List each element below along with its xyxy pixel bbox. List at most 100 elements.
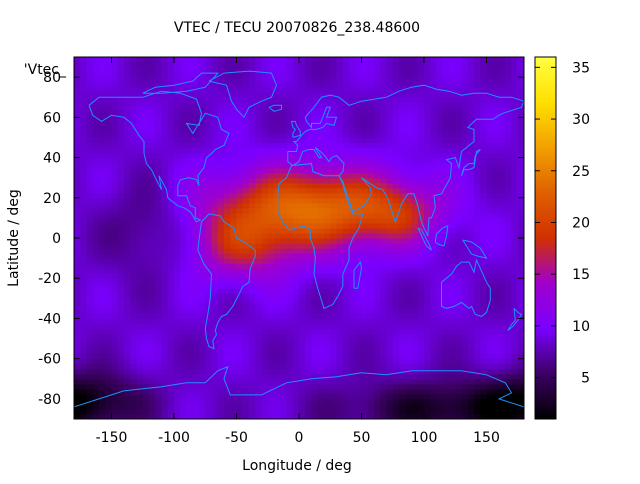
heatmap-cell — [336, 368, 344, 375]
heatmap-cell — [274, 243, 281, 249]
heatmap-cell — [92, 278, 100, 284]
heatmap-cell — [130, 278, 138, 284]
heatmap-cell — [405, 303, 413, 309]
heatmap-cell — [174, 87, 181, 93]
heatmap-cell — [199, 77, 206, 83]
heatmap-cell — [324, 62, 331, 68]
heatmap-cell — [449, 117, 456, 123]
heatmap-cell — [317, 388, 325, 395]
heatmap-cell — [486, 363, 494, 370]
heatmap-cell — [155, 248, 163, 254]
heatmap-cell — [117, 102, 125, 108]
heatmap-cell — [236, 207, 244, 214]
heatmap-cell — [130, 97, 138, 103]
heatmap-cell — [405, 202, 413, 209]
heatmap-cell — [336, 248, 344, 254]
heatmap-cell — [305, 248, 313, 254]
heatmap-cell — [124, 268, 131, 274]
heatmap-cell — [192, 298, 200, 304]
heatmap-cell — [330, 127, 338, 134]
heatmap-cell — [80, 122, 88, 128]
heatmap-cell — [424, 137, 431, 144]
heatmap-cell — [105, 57, 113, 63]
heatmap-cell — [486, 152, 494, 159]
heatmap-cell — [249, 323, 256, 330]
heatmap-cell — [92, 192, 100, 199]
heatmap-cell — [205, 162, 213, 169]
heatmap-cell — [211, 172, 219, 179]
heatmap-cell — [305, 187, 313, 194]
heatmap-cell — [224, 388, 231, 395]
heatmap-cell — [311, 398, 319, 405]
heatmap-cell — [467, 152, 475, 159]
heatmap-cell — [349, 222, 356, 229]
heatmap-cell — [442, 353, 450, 360]
heatmap-cell — [480, 253, 488, 259]
heatmap-cell — [242, 62, 250, 68]
heatmap-cell — [349, 152, 356, 159]
heatmap-cell — [436, 182, 444, 189]
heatmap-cell — [117, 82, 125, 88]
heatmap-cell — [174, 348, 181, 355]
heatmap-cell — [361, 353, 369, 360]
heatmap-cell — [374, 212, 381, 219]
heatmap-cell — [455, 127, 463, 134]
heatmap-cell — [505, 393, 513, 400]
heatmap-cell — [99, 107, 106, 113]
heatmap-cell — [92, 268, 100, 274]
heatmap-cell — [499, 97, 506, 103]
heatmap-cell — [92, 403, 100, 410]
heatmap-cell — [486, 57, 494, 63]
heatmap-cell — [486, 137, 494, 144]
heatmap-cell — [380, 368, 388, 375]
heatmap-cell — [174, 373, 181, 380]
heatmap-cell — [124, 398, 131, 405]
heatmap-cell — [399, 212, 406, 219]
heatmap-cell — [330, 152, 338, 159]
heatmap-cell — [236, 67, 244, 73]
heatmap-cell — [467, 388, 475, 395]
heatmap-cell — [330, 248, 338, 254]
heatmap-cell — [224, 278, 231, 284]
heatmap-cell — [486, 157, 494, 164]
heatmap-cell — [455, 388, 463, 395]
heatmap-cell — [355, 383, 363, 390]
heatmap-cell — [149, 117, 156, 123]
heatmap-cell — [486, 323, 494, 330]
heatmap-cell — [149, 142, 156, 149]
heatmap-cell — [224, 62, 231, 68]
heatmap-cell — [455, 298, 463, 304]
heatmap-cell — [399, 77, 406, 83]
heatmap-cell — [267, 87, 275, 93]
heatmap-cell — [417, 67, 425, 73]
heatmap-cell — [192, 157, 200, 164]
heatmap-cell — [311, 182, 319, 189]
heatmap-cell — [142, 408, 150, 415]
heatmap-cell — [236, 378, 244, 385]
heatmap-cell — [355, 102, 363, 108]
heatmap-cell — [261, 388, 269, 395]
heatmap-cell — [286, 348, 294, 355]
heatmap-cell — [467, 157, 475, 164]
heatmap-cell — [80, 197, 88, 204]
heatmap-cell — [242, 348, 250, 355]
heatmap-cell — [261, 283, 269, 289]
heatmap-cell — [336, 117, 344, 123]
heatmap-cell — [174, 283, 181, 289]
heatmap-cell — [230, 177, 238, 184]
heatmap-cell — [217, 403, 225, 410]
heatmap-cell — [174, 248, 181, 254]
heatmap-cell — [380, 273, 388, 279]
heatmap-cell — [461, 142, 469, 149]
heatmap-cell — [161, 258, 169, 264]
heatmap-cell — [205, 67, 213, 73]
heatmap-cell — [480, 263, 488, 269]
heatmap-cell — [317, 323, 325, 330]
heatmap-cell — [99, 403, 106, 410]
heatmap-cell — [336, 187, 344, 194]
heatmap-cell — [374, 202, 381, 209]
heatmap-cell — [130, 107, 138, 113]
heatmap-cell — [461, 313, 469, 320]
heatmap-cell — [311, 413, 319, 419]
heatmap-cell — [399, 293, 406, 299]
